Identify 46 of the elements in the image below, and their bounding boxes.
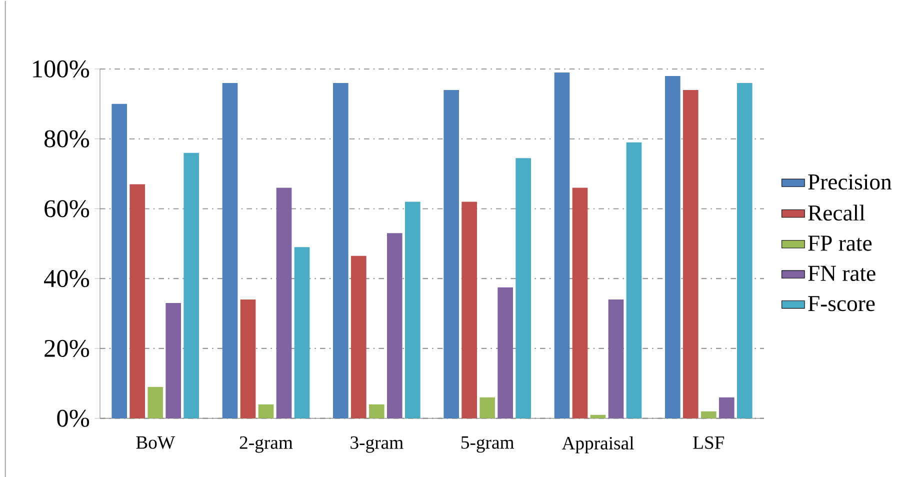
- bar: [369, 404, 384, 418]
- x-tick-label: 3-gram: [350, 436, 404, 453]
- bar: [682, 90, 698, 418]
- bar: [294, 247, 310, 418]
- bar: [258, 404, 274, 418]
- bar: [736, 82, 752, 418]
- bar: [480, 397, 495, 418]
- bar: [333, 82, 348, 418]
- x-tick-label: BoW: [136, 436, 176, 449]
- bar: [405, 202, 420, 418]
- x-tick-label: Appraisal: [562, 436, 634, 454]
- legend-label: FP rate: [808, 236, 872, 251]
- y-tick-label: 60%: [44, 200, 90, 218]
- bar: [554, 72, 570, 418]
- bar: [351, 256, 366, 418]
- bar: [516, 158, 531, 418]
- y-tick-label: 100%: [33, 60, 90, 78]
- legend-label: F-score: [808, 296, 875, 312]
- bar: [130, 184, 146, 418]
- bar: [462, 202, 477, 418]
- bar: [166, 303, 182, 418]
- legend-label: Precision: [808, 174, 892, 190]
- y-tick-label: 40%: [44, 270, 90, 288]
- x-tick-label: 5-gram: [461, 436, 514, 453]
- bar: [112, 104, 128, 418]
- bar: [700, 411, 716, 418]
- bar: [664, 76, 680, 418]
- x-tick-label: LSF: [693, 436, 724, 449]
- bar: [572, 188, 588, 418]
- legend-label: Recall: [808, 204, 865, 221]
- bar: [276, 188, 292, 418]
- bar: [718, 397, 734, 418]
- y-tick-label: 20%: [44, 340, 90, 358]
- bar: [222, 82, 238, 418]
- bar: [444, 90, 459, 418]
- legend-label: FN rate: [808, 266, 876, 282]
- bar: [240, 300, 256, 418]
- bar: [498, 287, 513, 418]
- y-tick-label: 0%: [57, 410, 90, 427]
- bar: [387, 233, 402, 418]
- bar: [626, 142, 642, 418]
- y-tick-label: 80%: [44, 130, 90, 148]
- bar: [148, 386, 164, 418]
- x-tick-label: 2-gram: [240, 436, 293, 453]
- bar: [184, 152, 200, 418]
- bar: [608, 300, 624, 418]
